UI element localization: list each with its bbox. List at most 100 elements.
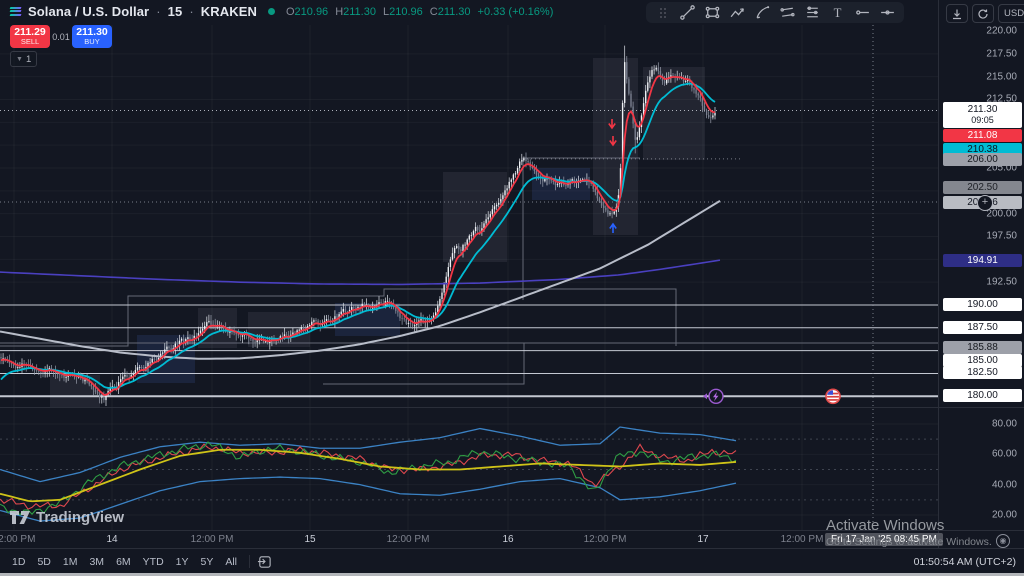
time-tick: 12:00 PM bbox=[190, 534, 234, 545]
range-button-6m[interactable]: 6M bbox=[116, 555, 131, 568]
osc-green-line bbox=[0, 441, 737, 516]
range-button-all[interactable]: All bbox=[225, 555, 238, 568]
dotted-level-label: 206.00 bbox=[943, 152, 1022, 166]
divider bbox=[249, 555, 251, 568]
highlight-zone[interactable] bbox=[443, 172, 507, 262]
svg-text:T: T bbox=[834, 6, 842, 20]
sell-signal-arrow-icon bbox=[608, 119, 616, 130]
main-pane bbox=[0, 25, 938, 407]
flat-channel-icon[interactable] bbox=[804, 4, 821, 21]
parallel-channel-icon[interactable] bbox=[779, 4, 796, 21]
text-icon[interactable]: T bbox=[829, 4, 846, 21]
symbol-title[interactable]: Solana / U.S. Dollar bbox=[28, 4, 150, 19]
drawing-toolbar[interactable]: T bbox=[646, 2, 904, 23]
step-line[interactable] bbox=[522, 157, 640, 300]
rectangle-icon[interactable] bbox=[704, 4, 721, 21]
price-tick: 192.50 bbox=[986, 276, 1017, 288]
step-line-label: 185.88 bbox=[943, 340, 1022, 354]
crosshair-time-label: Fri 17 Jan '25 08:45 PM bbox=[825, 533, 943, 546]
level-label: 185.00 bbox=[943, 353, 1022, 367]
trend-line-icon[interactable] bbox=[679, 4, 696, 21]
time-tick: 12:00 PM bbox=[780, 534, 824, 545]
brush-icon[interactable] bbox=[754, 4, 771, 21]
ema-fast-line bbox=[0, 75, 716, 396]
osc-tick: 40.00 bbox=[991, 479, 1017, 491]
sma-xlong-price-label: 194.91 bbox=[943, 253, 1022, 267]
step-line[interactable] bbox=[0, 288, 677, 347]
buy-label: BUY bbox=[84, 37, 100, 46]
currency-dropdown[interactable]: USD ▼ bbox=[998, 4, 1024, 23]
date-range-buttons: 1D 5D 1M 3M 6M YTD 1Y 5Y All bbox=[0, 553, 243, 571]
polyline-icon[interactable] bbox=[729, 4, 746, 21]
sell-button[interactable]: 211.29 SELL bbox=[10, 25, 50, 48]
label-value: 211.08 bbox=[967, 130, 998, 141]
exchange-label[interactable]: KRAKEN bbox=[200, 4, 257, 19]
title-separator: · bbox=[189, 4, 194, 19]
refresh-button[interactable] bbox=[972, 4, 994, 23]
bottom-toolbar: 1D 5D 1M 3M 6M YTD 1Y 5Y All 01:50:54 AM (UTC+2) bbox=[0, 548, 1024, 574]
range-button-5y[interactable]: 5Y bbox=[200, 555, 214, 568]
go-to-date-icon[interactable] bbox=[256, 553, 273, 570]
change-value: +0.33 (+0.16%) bbox=[477, 5, 554, 18]
label-value: 202.50 bbox=[967, 182, 998, 193]
tradingview-logo[interactable]: TradingView bbox=[10, 509, 124, 526]
time-tick: 12:00 PM bbox=[583, 534, 627, 545]
osc-tick: 60.00 bbox=[991, 448, 1017, 460]
ohlc-readout: O210.96 H211.30 L210.96 C211.30 +0.33 (+… bbox=[286, 6, 553, 18]
label-value: 206.00 bbox=[967, 153, 998, 165]
price-axis[interactable]: 220.00 217.50 215.00 212.50 205.00 202.50 200.… bbox=[938, 0, 1024, 548]
drag-handle-icon[interactable] bbox=[654, 4, 671, 21]
label-value: 187.50 bbox=[967, 321, 998, 333]
chip-count: 1 bbox=[25, 53, 32, 65]
range-button-ytd[interactable]: YTD bbox=[142, 555, 164, 568]
level-label: 187.50 bbox=[943, 320, 1022, 334]
sma-xlong-line bbox=[0, 259, 721, 286]
tradingview-logo-text: TradingView bbox=[36, 509, 125, 526]
label-value: 185.88 bbox=[967, 341, 998, 353]
download-button[interactable] bbox=[946, 4, 968, 23]
time-tick: 15 bbox=[304, 534, 316, 545]
horizontal-ray-icon[interactable] bbox=[854, 4, 871, 21]
tradingview-logo-icon bbox=[10, 511, 30, 524]
range-button-3m[interactable]: 3M bbox=[89, 555, 105, 568]
activate-windows-watermark: Activate Windows bbox=[826, 517, 945, 534]
buy-price: 211.30 bbox=[76, 26, 108, 38]
level-label: 190.00 bbox=[943, 297, 1022, 311]
highlight-zone[interactable] bbox=[50, 375, 100, 407]
open-value: O210.96 bbox=[285, 5, 329, 18]
osc-upper-band-line bbox=[0, 426, 737, 483]
spread-value: 0.01 bbox=[52, 31, 70, 42]
time-tick: 12:00 PM bbox=[386, 534, 430, 545]
highlight-zone[interactable] bbox=[248, 312, 310, 347]
range-button-1y[interactable]: 1Y bbox=[175, 555, 189, 568]
price-tick: 197.50 bbox=[986, 230, 1017, 242]
time-tick: 16 bbox=[502, 534, 514, 545]
oscillator-pane bbox=[0, 408, 938, 530]
event-marker-arrow-icon[interactable] bbox=[703, 393, 707, 400]
cross-line-icon[interactable] bbox=[879, 4, 896, 21]
clock-readout[interactable]: 01:50:54 AM (UTC+2) bbox=[913, 555, 1016, 568]
label-value: 211.30 bbox=[967, 104, 998, 115]
time-tick: 14 bbox=[106, 534, 118, 545]
sell-label: SELL bbox=[20, 37, 40, 46]
sma-long-line bbox=[0, 200, 721, 360]
highlight-zone[interactable] bbox=[593, 58, 638, 235]
add-alert-button[interactable]: + bbox=[977, 194, 993, 211]
range-button-1d[interactable]: 1D bbox=[12, 555, 26, 568]
price-tick: 215.00 bbox=[986, 71, 1017, 83]
title-separator: · bbox=[156, 4, 161, 19]
step-line[interactable] bbox=[323, 343, 525, 385]
close-value: C211.30 bbox=[429, 5, 471, 18]
range-button-5d[interactable]: 5D bbox=[37, 555, 51, 568]
countdown-value: 09:05 bbox=[971, 115, 994, 125]
time-axis[interactable]: ◉ 12:00 PM 14 12:00 PM 15 12:00 PM 16 12:00 PM… bbox=[0, 530, 1024, 549]
low-value: L210.96 bbox=[382, 5, 423, 18]
timezone-settings-icon[interactable]: ◉ bbox=[996, 534, 1010, 548]
label-value: 182.50 bbox=[967, 367, 998, 379]
interval-label[interactable]: 15 bbox=[167, 4, 183, 19]
object-tree-chip[interactable]: ▼ 1 bbox=[10, 51, 38, 67]
last-price-label: 211.30 09:05 bbox=[943, 102, 1022, 128]
buy-button[interactable]: 211.30 BUY bbox=[72, 25, 112, 48]
range-button-1m[interactable]: 1M bbox=[62, 555, 78, 568]
